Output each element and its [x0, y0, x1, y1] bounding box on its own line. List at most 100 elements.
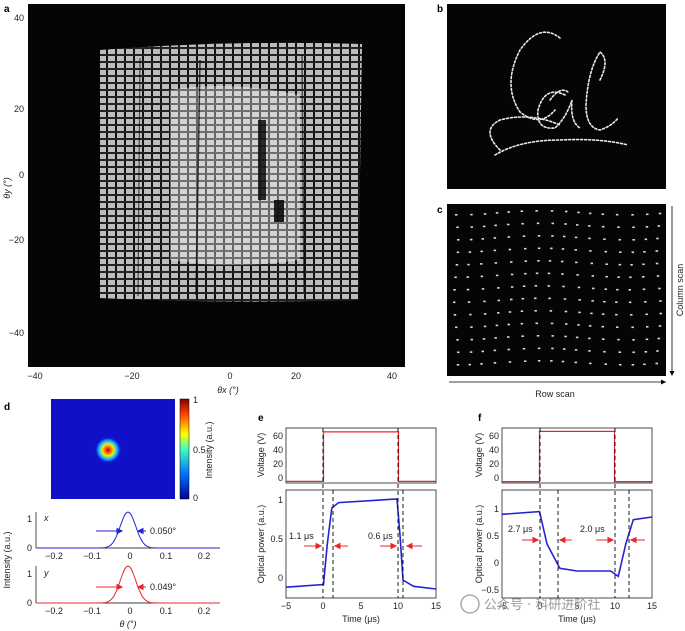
tick-label: −0.2 — [45, 606, 63, 616]
column-scan-arrowhead — [669, 371, 675, 376]
scan-spot — [588, 337, 591, 340]
scan-spot — [616, 326, 619, 328]
tick-label: 0 — [193, 493, 198, 503]
tick-label: 60 — [489, 431, 499, 441]
tick-label: −0.2 — [45, 551, 63, 561]
scan-spot — [520, 210, 524, 212]
scan-spot — [631, 364, 635, 366]
scan-spot — [574, 249, 577, 251]
scan-spot — [631, 326, 634, 329]
scan-spot — [602, 225, 605, 228]
scan-spot — [574, 361, 577, 364]
scan-spot — [655, 262, 659, 265]
scan-spot — [577, 324, 580, 326]
scan-spot — [508, 311, 512, 313]
power-axes — [285, 489, 437, 599]
scan-spot — [590, 312, 593, 315]
scan-spot — [551, 235, 554, 237]
scan-spot — [470, 326, 473, 328]
tick-label: 0 — [127, 551, 132, 561]
scan-spot — [507, 223, 510, 226]
panel-f-xlabel: Time (μs) — [558, 614, 596, 624]
scan-spot — [615, 313, 618, 316]
tick-label: 0 — [27, 598, 32, 608]
scan-spot — [537, 360, 541, 362]
scan-spot — [456, 226, 459, 229]
scan-spot — [655, 250, 658, 252]
scan-spot — [590, 262, 593, 265]
panel-a-ylabel: θy (°) — [2, 177, 12, 198]
scan-spot — [565, 210, 568, 213]
scan-spot — [456, 251, 460, 254]
tick-label: 40 — [273, 445, 283, 455]
scan-spot — [630, 314, 633, 316]
scan-spot — [603, 350, 606, 353]
panel-c: c Row scan Column scan — [437, 204, 685, 399]
scan-spot — [510, 273, 514, 276]
tick-label: 1 — [27, 514, 32, 524]
tick-label: −5 — [281, 601, 291, 611]
scan-spot — [575, 261, 578, 264]
scan-spot — [617, 338, 620, 341]
scan-spot — [589, 250, 592, 252]
scan-spot — [615, 213, 619, 216]
tick-label: 15 — [431, 601, 441, 611]
rise-time: 1.1 μs — [289, 531, 314, 541]
scan-spot — [588, 350, 591, 352]
scan-spot — [592, 287, 595, 290]
scan-spot — [576, 224, 579, 226]
scan-spot — [481, 350, 484, 353]
scan-spot — [618, 351, 621, 353]
scan-spot — [642, 263, 645, 266]
scan-spot — [646, 326, 649, 328]
scan-spot — [548, 297, 551, 300]
beam-scan-pattern — [100, 42, 362, 302]
scan-spot — [457, 239, 460, 241]
tick-label: 20 — [291, 371, 301, 381]
scan-spot — [563, 348, 566, 350]
scan-spot — [469, 351, 473, 353]
tick-label: 0 — [278, 573, 283, 583]
scan-spot — [536, 335, 540, 337]
scan-spot — [522, 285, 526, 287]
scan-spot — [507, 336, 510, 338]
scan-spot — [482, 338, 486, 340]
power-line — [501, 510, 653, 578]
scan-spot — [497, 312, 500, 314]
scan-spot — [604, 288, 607, 290]
scan-spot — [494, 224, 497, 227]
scan-spot — [497, 299, 500, 302]
scan-spot — [493, 237, 497, 239]
scan-spot — [537, 247, 541, 250]
scan-spot — [483, 300, 486, 303]
scan-spot — [628, 289, 631, 291]
scan-spot — [466, 276, 469, 278]
tick-label: 1 — [27, 569, 32, 579]
panel-c-label: c — [437, 205, 443, 216]
x-profile-line — [36, 511, 220, 549]
scan-spot — [535, 322, 538, 325]
tick-label: 5 — [358, 601, 363, 611]
tick-label: −20 — [9, 235, 24, 245]
scan-spot — [495, 324, 499, 327]
scan-spot — [564, 310, 568, 313]
scan-spot — [605, 275, 608, 278]
scan-spot — [521, 297, 525, 300]
scan-spot — [655, 362, 658, 365]
x-fwhm: 0.050° — [150, 526, 177, 536]
tick-label: 0 — [494, 473, 499, 483]
scan-spot — [643, 363, 646, 366]
scan-spot — [645, 226, 649, 228]
scan-spot — [507, 236, 510, 238]
scan-spot — [657, 337, 660, 340]
scan-spot — [629, 276, 632, 279]
scan-spot — [605, 263, 608, 265]
scan-spot — [561, 360, 565, 363]
scan-spot — [659, 312, 662, 315]
scan-spot — [470, 213, 473, 216]
scan-spot — [534, 285, 538, 287]
panel-b-image — [447, 4, 666, 189]
y-fwhm: 0.049° — [150, 582, 177, 592]
tick-label: 5 — [574, 601, 579, 611]
